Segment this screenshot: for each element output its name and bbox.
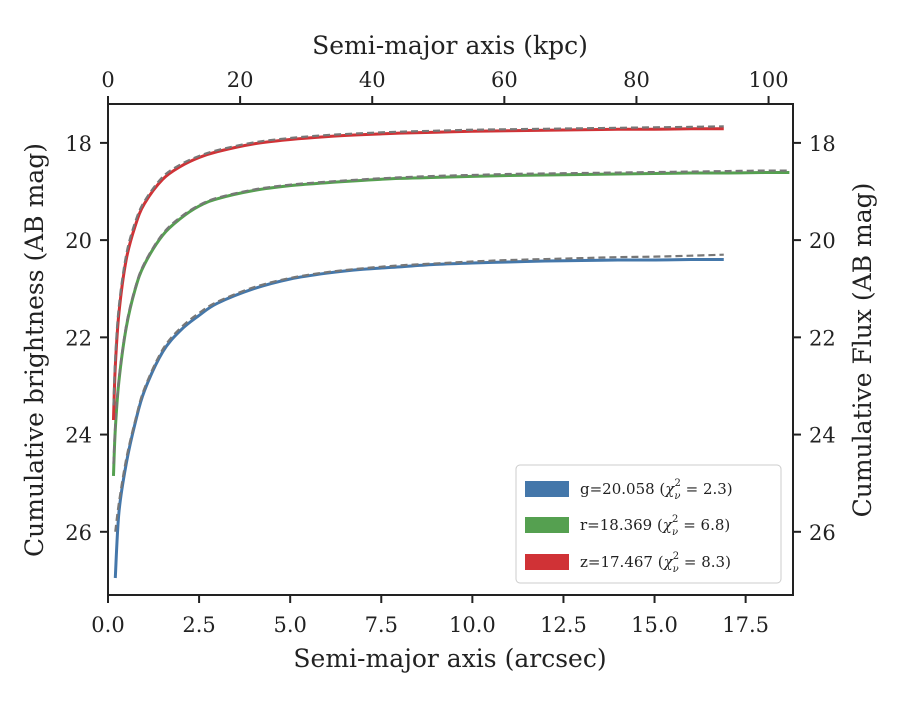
legend-label-z: z=17.467 (χν2 = 8.3)	[580, 551, 731, 575]
ticks-layer: 0.0 2.5 5.0 7.5 10.0 12.5 15.0 17.5 0 20 40 60 80 100…	[65, 68, 835, 637]
x-tick-label: 17.5	[722, 613, 769, 637]
y2-tick-label: 20	[809, 229, 836, 253]
legend-swatch-g	[525, 481, 569, 497]
y2-tick-label: 18	[809, 132, 836, 156]
series-layer	[111, 125, 790, 579]
x2-tick-label: 100	[749, 68, 789, 92]
series-line-r	[111, 171, 790, 476]
x-axis-title: Semi-major axis (arcsec)	[293, 644, 606, 673]
model-line-g	[114, 253, 724, 532]
x-tick-label: 5.0	[273, 613, 306, 637]
model-line-r	[112, 169, 790, 464]
y-tick-label: 18	[65, 132, 92, 156]
x2-tick-label: 40	[359, 68, 386, 92]
series-line-z	[111, 127, 724, 421]
x2-axis-title: Semi-major axis (kpc)	[312, 31, 588, 60]
legend-swatch-z	[525, 554, 569, 570]
legend-label-g: g=20.058 (χν2 = 2.3)	[580, 478, 733, 502]
x-tick-label: 10.0	[449, 613, 496, 637]
y-tick-label: 22	[65, 326, 92, 350]
x-tick-label: 7.5	[365, 613, 398, 637]
x2-tick-label: 60	[491, 68, 518, 92]
legend: g=20.058 (χν2 = 2.3) r=18.369 (χν2 = 6.8…	[515, 464, 782, 584]
y-tick-label: 24	[65, 424, 92, 448]
x-tick-label: 2.5	[182, 613, 215, 637]
x-tick-label: 15.0	[631, 613, 678, 637]
x2-tick-label: 0	[101, 68, 114, 92]
x-tick-label: 0.0	[91, 613, 124, 637]
x-tick-label: 12.5	[540, 613, 587, 637]
y2-tick-label: 22	[809, 326, 836, 350]
y-tick-label: 20	[65, 229, 92, 253]
y-tick-label: 26	[65, 521, 92, 545]
legend-swatch-r	[525, 517, 569, 533]
plot-frame	[107, 103, 794, 596]
y2-axis-title: Cumulative Flux (AB mag)	[848, 183, 877, 518]
y-axis-title: Cumulative brightness (AB mag)	[20, 143, 49, 557]
legend-box	[515, 464, 782, 584]
y2-tick-label: 24	[809, 424, 836, 448]
x2-tick-label: 80	[623, 68, 650, 92]
legend-label-r: r=18.369 (χν2 = 6.8)	[580, 514, 730, 538]
x2-tick-label: 20	[227, 68, 254, 92]
y2-tick-label: 26	[809, 521, 836, 545]
